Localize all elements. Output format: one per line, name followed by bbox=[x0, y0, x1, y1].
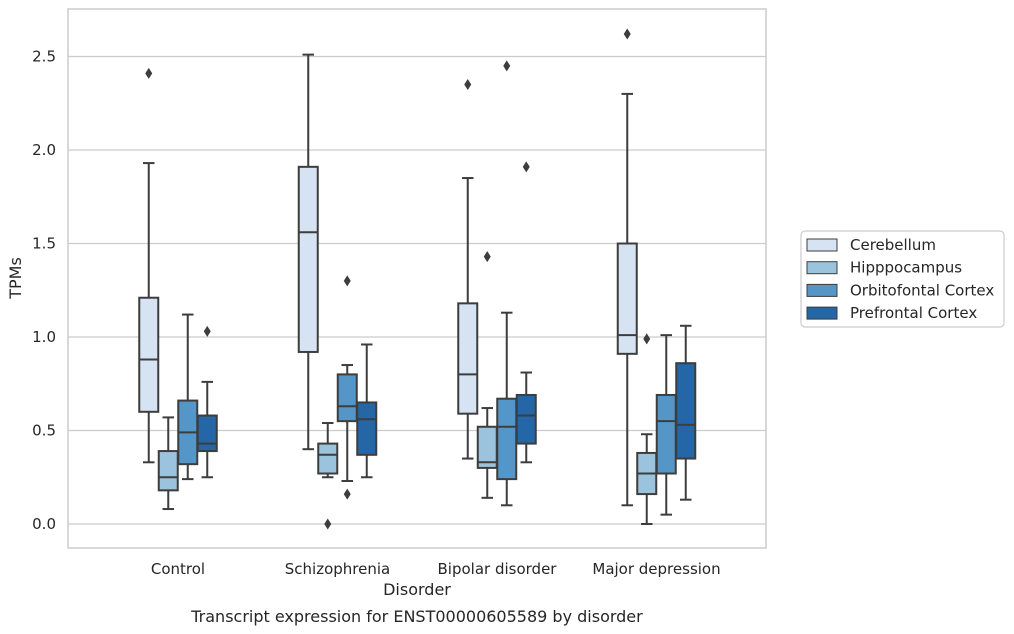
outlier-point bbox=[623, 28, 631, 40]
y-tick-label: 0.5 bbox=[32, 422, 56, 440]
legend-frame bbox=[800, 230, 1005, 328]
box-hipppocampus-0 bbox=[157, 416, 179, 511]
x-tick-label: Bipolar disorder bbox=[438, 560, 558, 578]
x-axis-ticks: Control Schizophrenia Bipolar disorder Majo… bbox=[151, 560, 721, 578]
x-tick-label: Schizophrenia bbox=[285, 560, 390, 578]
legend-swatch bbox=[806, 238, 838, 252]
y-tick-label: 2.0 bbox=[32, 141, 56, 159]
x-axis-label: Disorder bbox=[383, 580, 451, 599]
y-tick-label: 1.0 bbox=[32, 328, 56, 346]
box-prefrontal-cortex-2 bbox=[515, 161, 537, 464]
legend-swatch bbox=[806, 261, 838, 275]
outlier-point bbox=[522, 161, 530, 173]
iqr-box bbox=[336, 373, 358, 423]
box-orbitofontal-cortex-2 bbox=[496, 60, 518, 507]
iqr-box bbox=[356, 401, 378, 456]
outlier-point bbox=[483, 251, 491, 263]
iqr-box bbox=[317, 442, 339, 475]
box-orbitofontal-cortex-3 bbox=[655, 334, 677, 516]
outlier-point bbox=[324, 518, 332, 530]
box-cerebellum-3 bbox=[616, 28, 638, 507]
outlier-point bbox=[145, 67, 153, 79]
iqr-box bbox=[157, 450, 179, 492]
x-tick-label: Control bbox=[151, 560, 205, 578]
iqr-box bbox=[138, 296, 160, 413]
outlier-point bbox=[643, 333, 651, 345]
box-cerebellum-1 bbox=[297, 53, 319, 451]
outlier-point bbox=[503, 60, 511, 72]
y-tick-label: 0.0 bbox=[32, 515, 56, 533]
legend-swatch bbox=[806, 283, 838, 297]
box-cerebellum-2 bbox=[457, 79, 479, 460]
iqr-box bbox=[655, 393, 677, 475]
outlier-point bbox=[343, 488, 351, 500]
iqr-box bbox=[196, 414, 218, 453]
y-axis-ticks: 0.0 0.5 1.0 1.5 2.0 2.5 bbox=[32, 48, 56, 534]
box-prefrontal-cortex-1 bbox=[356, 343, 378, 479]
chart-caption: Transcript expression for ENST0000060558… bbox=[190, 607, 643, 626]
outlier-point bbox=[203, 325, 211, 337]
plot-frame bbox=[67, 8, 767, 549]
legend-swatch bbox=[806, 306, 838, 320]
legend: Cerebellum Hipppocampus Orbitofontal Corte… bbox=[800, 230, 1005, 328]
box-hipppocampus-3 bbox=[636, 333, 658, 525]
iqr-box bbox=[515, 393, 537, 445]
iqr-box bbox=[616, 242, 638, 355]
legend-label: Orbitofontal Cortex bbox=[850, 281, 994, 299]
box-orbitofontal-cortex-1 bbox=[336, 275, 358, 500]
box-hipppocampus-1 bbox=[317, 422, 339, 530]
y-tick-label: 1.5 bbox=[32, 235, 56, 253]
iqr-box bbox=[675, 362, 697, 460]
legend-label: Hipppocampus bbox=[850, 259, 962, 277]
outlier-point bbox=[343, 275, 351, 287]
iqr-box bbox=[496, 397, 518, 481]
box-hipppocampus-2 bbox=[476, 251, 498, 499]
y-tick-label: 2.5 bbox=[32, 48, 56, 66]
iqr-box bbox=[457, 302, 479, 415]
box-plot-series bbox=[138, 28, 697, 530]
iqr-box bbox=[297, 165, 319, 353]
outlier-point bbox=[464, 79, 472, 91]
legend-label: Cerebellum bbox=[850, 236, 936, 254]
box-prefrontal-cortex-0 bbox=[196, 325, 218, 479]
box-cerebellum-0 bbox=[138, 67, 160, 464]
box-prefrontal-cortex-3 bbox=[675, 324, 697, 501]
legend-label: Prefrontal Cortex bbox=[850, 304, 977, 322]
x-tick-label: Major depression bbox=[592, 560, 720, 578]
y-axis-label: TPMs bbox=[6, 257, 25, 300]
box-orbitofontal-cortex-0 bbox=[177, 313, 199, 481]
